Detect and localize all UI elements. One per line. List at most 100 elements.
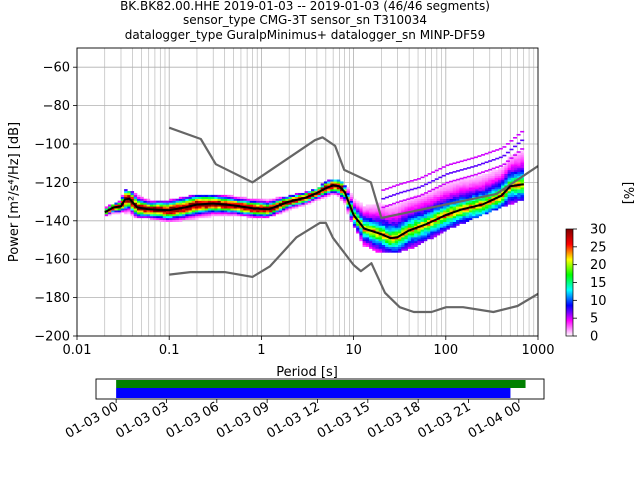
psd-histogram-cell [227, 196, 231, 199]
psd-histogram-cell [124, 206, 128, 209]
psd-histogram-cell [433, 221, 438, 224]
psd-histogram-cell [372, 239, 376, 242]
psd-histogram-cell [188, 208, 193, 211]
psd-histogram-cell [320, 192, 325, 196]
psd-histogram-cell [127, 202, 131, 205]
psd-histogram-cell [417, 221, 421, 224]
psd-histogram-cell [362, 221, 367, 224]
psd-histogram-cell [343, 198, 347, 201]
psd-histogram-cell [369, 212, 373, 215]
psd-histogram-cell [256, 206, 260, 209]
psd-histogram-cell [207, 196, 212, 199]
psd-histogram-cell [504, 194, 508, 197]
psd-histogram-cell [398, 225, 402, 228]
psd-histogram-cell [327, 192, 331, 196]
psd-histogram-cell [175, 204, 180, 207]
psd-histogram-cell [217, 194, 222, 197]
psd-histogram-cell [491, 179, 496, 182]
psd-histogram-cell [388, 250, 392, 253]
psd-histogram-cell [404, 227, 408, 230]
psd-histogram-cell [343, 185, 347, 188]
psd-histogram-cell [230, 210, 234, 213]
psd-histogram-cell [507, 202, 512, 205]
psd-histogram-cell [494, 204, 499, 207]
psd-histogram-cell [485, 177, 489, 180]
psd-histogram-cell [410, 200, 415, 203]
psd-histogram-cell [359, 233, 363, 236]
line-mean [104, 183, 524, 240]
psd-histogram-cell [436, 202, 441, 205]
psd-histogram-cell [423, 229, 428, 232]
psd-histogram-cell [233, 200, 238, 203]
psd-histogram-cell [398, 208, 402, 211]
psd-histogram-cell [410, 208, 415, 211]
psd-histogram-cell [414, 217, 418, 221]
psd-histogram-cell [510, 196, 515, 199]
psd-histogram-cell [520, 154, 525, 157]
psd-histogram-cell [240, 200, 244, 203]
psd-histogram-cell [463, 168, 468, 170]
psd-histogram-cell [520, 179, 525, 182]
psd-histogram-cell [468, 179, 473, 182]
psd-histogram-cell [365, 217, 370, 221]
psd-histogram-cell [459, 219, 463, 222]
psd-histogram-cell [375, 235, 379, 238]
psd-histogram-cell [407, 233, 412, 236]
psd-histogram-cell [191, 217, 196, 221]
psd-histogram-cell [198, 196, 202, 199]
psd-histogram-cell [223, 214, 228, 217]
psd-histogram-cell [143, 200, 147, 203]
psd-histogram-cell [233, 206, 238, 209]
psd-histogram-cell [381, 219, 386, 222]
psd-histogram-cell [410, 235, 415, 238]
psd-histogram-cell [514, 187, 518, 190]
psd-histogram-cell [481, 192, 486, 196]
psd-histogram-cell [111, 212, 115, 215]
psd-histogram-cell [330, 192, 334, 196]
psd-histogram-cell [433, 235, 438, 238]
psd-histogram-cell [340, 191, 344, 194]
psd-histogram-cell [327, 187, 331, 190]
psd-histogram-cell [230, 202, 234, 205]
psd-histogram-cell [473, 173, 478, 176]
psd-histogram-cell [352, 202, 357, 205]
psd-histogram-cell [409, 188, 414, 191]
psd-histogram-cell [169, 214, 173, 217]
psd-histogram-cell [398, 217, 402, 221]
psd-histogram-cell [214, 198, 218, 201]
psd-histogram-cell [414, 212, 418, 215]
psd-histogram-cell [472, 208, 476, 211]
psd-histogram-cell [510, 162, 515, 165]
colorbar-label: [%] [620, 182, 635, 205]
psd-histogram-cell [178, 204, 183, 207]
psd-histogram-cell [388, 229, 392, 232]
psd-histogram-cell [456, 189, 460, 192]
psd-histogram-cell [111, 208, 115, 211]
psd-histogram-cell [472, 216, 476, 219]
psd-histogram-cell [501, 169, 505, 173]
psd-histogram-cell [475, 216, 479, 219]
psd-histogram-cell [436, 216, 441, 219]
psd-histogram-cell [149, 200, 154, 203]
psd-histogram-cell [462, 219, 467, 222]
psd-histogram-cell [465, 208, 470, 211]
psd-histogram-cell [424, 183, 429, 186]
psd-histogram-cell [407, 237, 412, 240]
psd-histogram-cell [275, 206, 280, 209]
psd-histogram-cell [420, 240, 425, 244]
psd-histogram-cell [514, 168, 518, 171]
psd-histogram-cell [230, 194, 234, 197]
psd-histogram-cell [127, 206, 131, 209]
psd-histogram-cell [385, 208, 389, 211]
psd-histogram-cell [236, 200, 241, 203]
psd-histogram-cell [375, 210, 379, 213]
psd-histogram-cell [136, 198, 141, 201]
psd-histogram-cell [504, 204, 508, 207]
psd-histogram-cell [253, 200, 257, 203]
psd-histogram-cell [501, 191, 505, 194]
psd-histogram-cell [420, 196, 425, 199]
psd-histogram-cell [446, 192, 450, 196]
psd-histogram-cell [430, 208, 434, 211]
psd-histogram-cell [381, 217, 386, 221]
psd-histogram-cell [275, 200, 280, 203]
